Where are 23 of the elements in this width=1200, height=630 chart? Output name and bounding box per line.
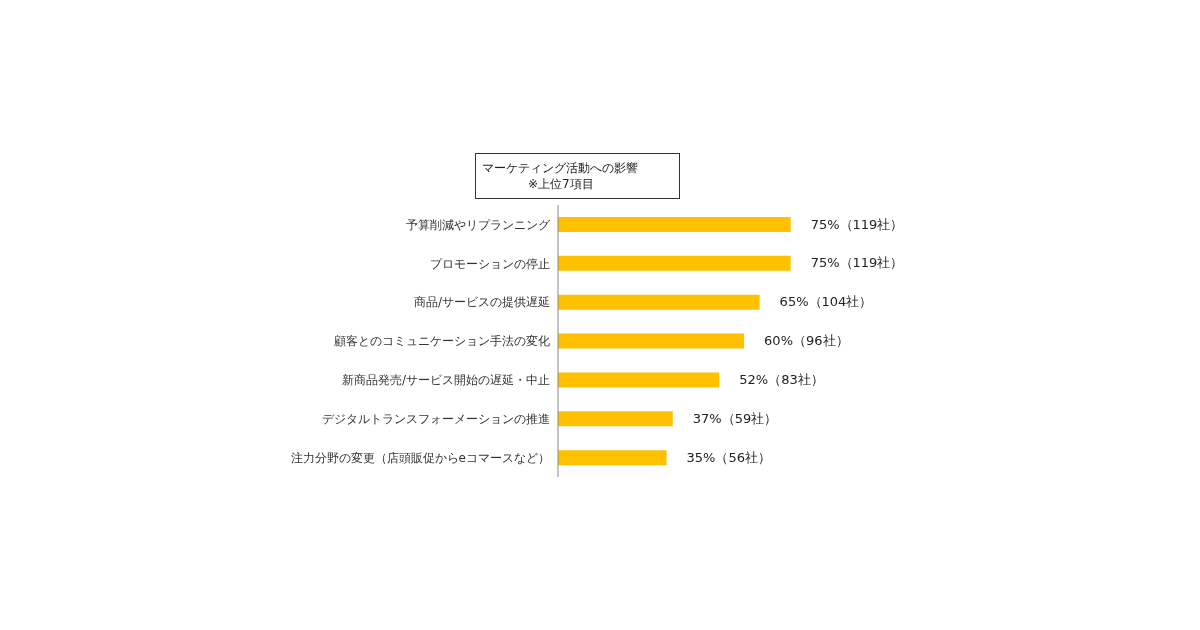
bar [558, 450, 667, 466]
y-tick-label: 商品/サービスの提供遅延 [413, 295, 550, 310]
bar [558, 411, 673, 427]
chart-title: マーケティング活動への影響 [482, 160, 639, 176]
y-tick-label: 予算削減やリプランニング [406, 217, 551, 232]
data-label: 75%（119社） [810, 216, 904, 232]
bar [558, 294, 760, 310]
y-tick-label: プロモーションの停止 [430, 256, 550, 271]
data-label: 35%（56社） [686, 449, 771, 465]
y-tick-label: 注力分野の変更（店頭販促からeコマースなど） [290, 450, 550, 465]
y-tick-label: 顧客とのコミュニケーション手法の変化 [334, 334, 550, 349]
data-label: 75%（119社） [810, 255, 904, 271]
y-tick-label: 新商品発売/サービス開始の遅延・中止 [341, 373, 550, 388]
chart-subtitle: ※上位7項目 [527, 176, 595, 192]
bar [558, 255, 791, 271]
data-label: 65%（104社） [779, 294, 873, 310]
bar [558, 217, 791, 232]
bar [558, 333, 745, 349]
data-label: 52%（83社） [739, 371, 824, 387]
data-label: 60%（96社） [764, 333, 849, 349]
y-tick-label: デジタルトランスフォーメーションの推進 [322, 411, 550, 426]
bar [558, 372, 720, 388]
data-label: 37%（59社） [692, 410, 778, 426]
